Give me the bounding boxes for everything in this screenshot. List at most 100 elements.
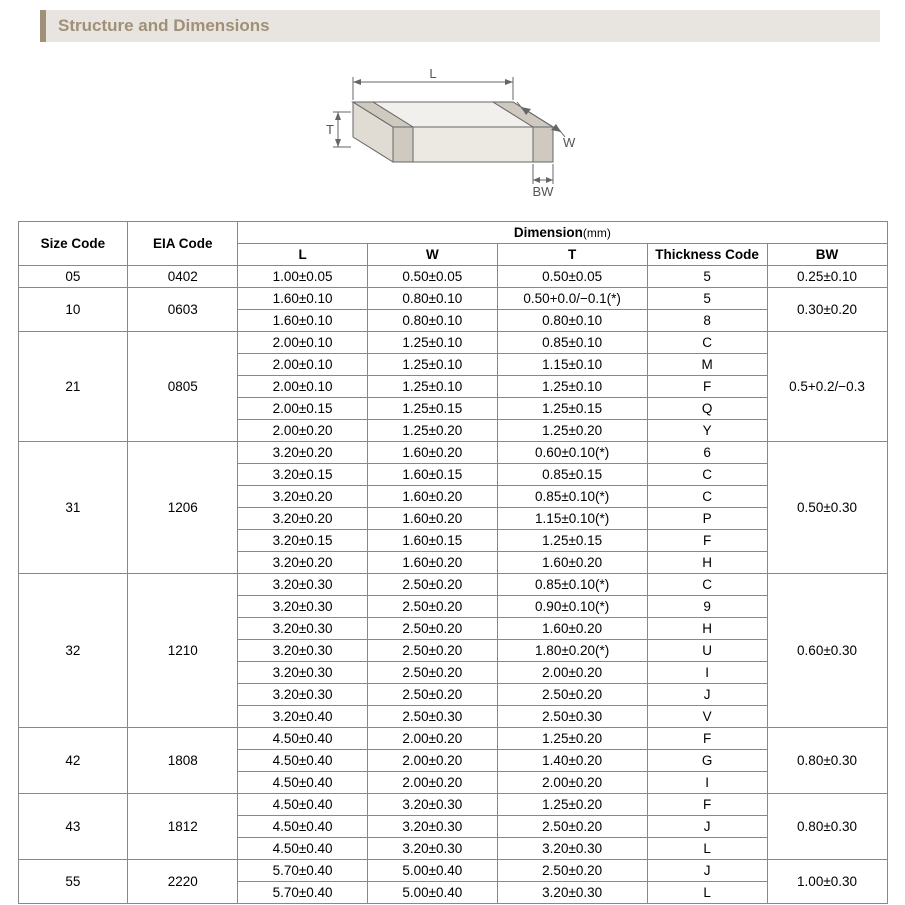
cell-t: 1.25±0.15: [497, 530, 647, 552]
cell-t: 1.80±0.20(*): [497, 640, 647, 662]
cell-l: 2.00±0.10: [238, 376, 368, 398]
cell-l: 3.20±0.30: [238, 640, 368, 662]
cell-w: 1.25±0.10: [367, 332, 497, 354]
section-header: Structure and Dimensions: [40, 10, 880, 42]
cell-l: 1.00±0.05: [238, 266, 368, 288]
cell-size: 42: [18, 728, 128, 794]
cell-w: 1.60±0.15: [367, 530, 497, 552]
cell-l: 4.50±0.40: [238, 772, 368, 794]
cell-t: 0.85±0.10: [497, 332, 647, 354]
cell-l: 3.20±0.30: [238, 596, 368, 618]
cell-t: 0.80±0.10: [497, 310, 647, 332]
cell-t: 0.85±0.10(*): [497, 574, 647, 596]
cell-t: 0.50±0.05: [497, 266, 647, 288]
cell-l: 3.20±0.20: [238, 552, 368, 574]
th-dimension: Dimension(mm): [238, 222, 887, 244]
cell-l: 1.60±0.10: [238, 288, 368, 310]
table-row: 3212103.20±0.302.50±0.200.85±0.10(*)C0.6…: [18, 574, 887, 596]
th-size: Size Code: [18, 222, 128, 266]
svg-text:T: T: [326, 122, 334, 137]
cell-t: 1.60±0.20: [497, 618, 647, 640]
cell-w: 0.80±0.10: [367, 288, 497, 310]
cell-tc: C: [647, 486, 767, 508]
cell-w: 2.00±0.20: [367, 772, 497, 794]
cell-l: 3.20±0.30: [238, 574, 368, 596]
cell-w: 3.20±0.30: [367, 816, 497, 838]
cell-w: 1.60±0.20: [367, 442, 497, 464]
cell-l: 3.20±0.15: [238, 464, 368, 486]
cell-t: 2.00±0.20: [497, 662, 647, 684]
cell-w: 2.00±0.20: [367, 750, 497, 772]
cell-w: 5.00±0.40: [367, 882, 497, 904]
dim-text: Dimension: [514, 225, 583, 240]
cell-bw: 0.50±0.30: [767, 442, 887, 574]
cell-tc: L: [647, 838, 767, 860]
table-row: 5522205.70±0.405.00±0.402.50±0.20J1.00±0…: [18, 860, 887, 882]
cell-l: 3.20±0.20: [238, 508, 368, 530]
cell-l: 4.50±0.40: [238, 794, 368, 816]
cell-tc: G: [647, 750, 767, 772]
cell-t: 1.40±0.20: [497, 750, 647, 772]
cell-l: 2.00±0.10: [238, 332, 368, 354]
th-tc: Thickness Code: [647, 244, 767, 266]
cell-t: 2.00±0.20: [497, 772, 647, 794]
cell-bw: 0.80±0.30: [767, 728, 887, 794]
svg-text:L: L: [429, 66, 436, 81]
cell-eia: 1808: [128, 728, 238, 794]
cell-size: 05: [18, 266, 128, 288]
cell-tc: F: [647, 376, 767, 398]
cell-w: 0.80±0.10: [367, 310, 497, 332]
cell-size: 10: [18, 288, 128, 332]
cell-tc: L: [647, 882, 767, 904]
cell-bw: 0.30±0.20: [767, 288, 887, 332]
table-row: 2108052.00±0.101.25±0.100.85±0.10C0.5+0.…: [18, 332, 887, 354]
cell-t: 0.85±0.15: [497, 464, 647, 486]
cell-tc: H: [647, 618, 767, 640]
cell-size: 31: [18, 442, 128, 574]
cell-tc: 5: [647, 266, 767, 288]
cell-tc: J: [647, 860, 767, 882]
cell-w: 2.50±0.20: [367, 684, 497, 706]
table-row: 1006031.60±0.100.80±0.100.50+0.0/−0.1(*)…: [18, 288, 887, 310]
table-row: 4218084.50±0.402.00±0.201.25±0.20F0.80±0…: [18, 728, 887, 750]
svg-text:BW: BW: [532, 184, 554, 199]
cell-l: 2.00±0.15: [238, 398, 368, 420]
cell-l: 2.00±0.10: [238, 354, 368, 376]
table-row: 3112063.20±0.201.60±0.200.60±0.10(*)60.5…: [18, 442, 887, 464]
cell-t: 2.50±0.20: [497, 684, 647, 706]
cell-t: 1.60±0.20: [497, 552, 647, 574]
cell-eia: 1206: [128, 442, 238, 574]
cell-t: 1.15±0.10(*): [497, 508, 647, 530]
cell-t: 1.25±0.20: [497, 794, 647, 816]
cell-tc: I: [647, 662, 767, 684]
cell-l: 3.20±0.40: [238, 706, 368, 728]
cell-w: 1.60±0.20: [367, 552, 497, 574]
cell-tc: 5: [647, 288, 767, 310]
th-l: L: [238, 244, 368, 266]
cell-l: 4.50±0.40: [238, 838, 368, 860]
cell-l: 4.50±0.40: [238, 728, 368, 750]
section-title: Structure and Dimensions: [58, 16, 270, 36]
cell-tc: F: [647, 794, 767, 816]
cell-l: 2.00±0.20: [238, 420, 368, 442]
cell-t: 2.50±0.20: [497, 860, 647, 882]
cell-l: 3.20±0.15: [238, 530, 368, 552]
cell-tc: I: [647, 772, 767, 794]
cell-tc: U: [647, 640, 767, 662]
cell-l: 3.20±0.30: [238, 684, 368, 706]
cell-w: 2.50±0.30: [367, 706, 497, 728]
cell-eia: 2220: [128, 860, 238, 904]
cell-size: 43: [18, 794, 128, 860]
cell-l: 4.50±0.40: [238, 750, 368, 772]
cell-l: 5.70±0.40: [238, 882, 368, 904]
cell-w: 3.20±0.30: [367, 838, 497, 860]
cell-w: 2.50±0.20: [367, 618, 497, 640]
cell-tc: 9: [647, 596, 767, 618]
cell-t: 0.85±0.10(*): [497, 486, 647, 508]
cell-t: 3.20±0.30: [497, 838, 647, 860]
cell-l: 3.20±0.20: [238, 486, 368, 508]
chip-drawing: LTWBW: [293, 52, 613, 202]
table-body: 0504021.00±0.050.50±0.050.50±0.0550.25±0…: [18, 266, 887, 904]
cell-w: 1.60±0.20: [367, 508, 497, 530]
cell-tc: J: [647, 684, 767, 706]
